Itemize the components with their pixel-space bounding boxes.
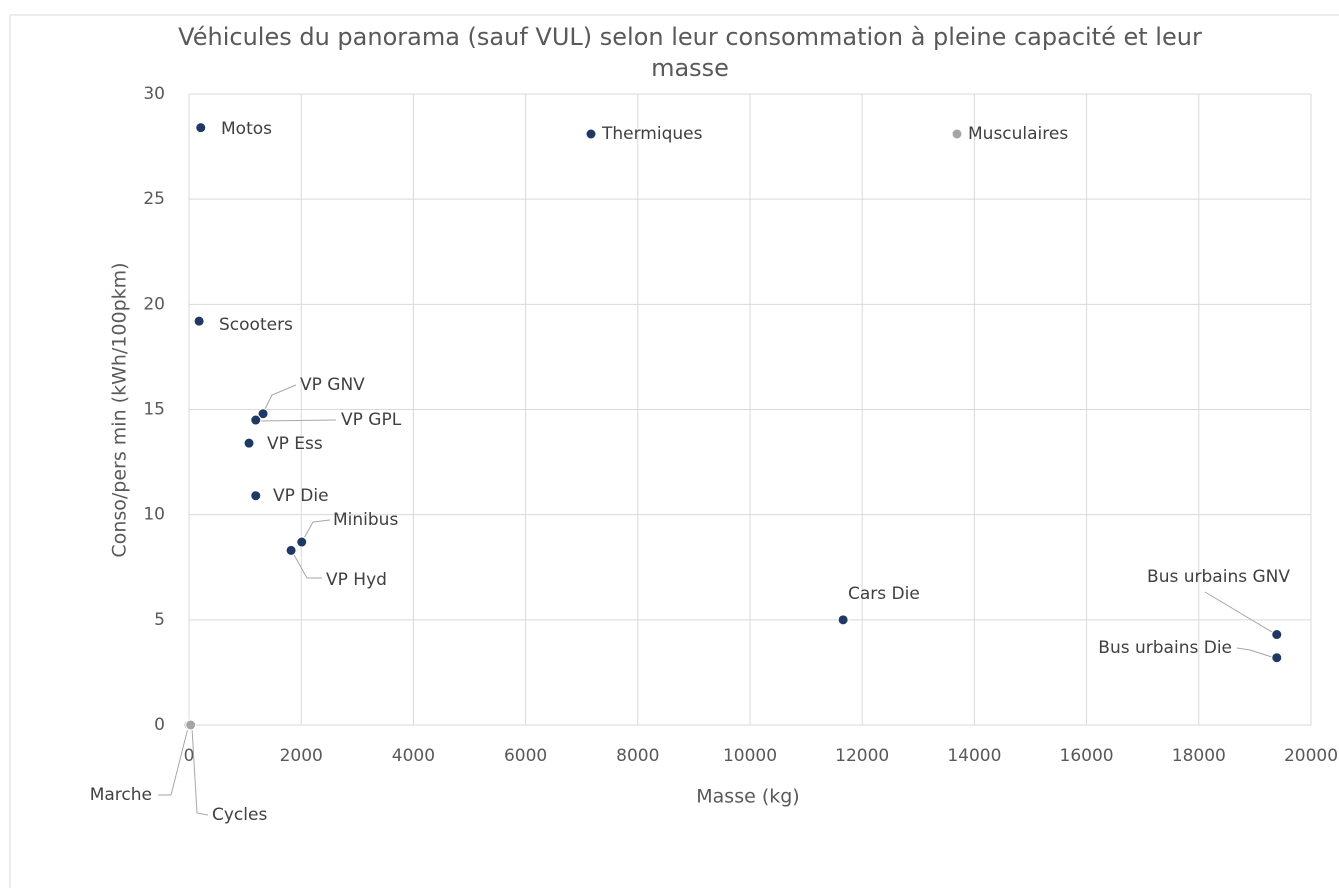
point	[285, 544, 297, 556]
point-label: Motos	[221, 119, 272, 139]
y-tick-label: 10	[143, 505, 165, 525]
x-tick-label: 10000	[723, 746, 777, 766]
point	[185, 719, 197, 731]
point	[1271, 629, 1283, 641]
x-tick-label: 18000	[1172, 746, 1226, 766]
x-axis-title: Masse (kg)	[696, 786, 799, 808]
leader-line	[1204, 591, 1273, 633]
point	[195, 122, 207, 134]
point-label: Cars Die	[848, 584, 920, 604]
leader-line	[1236, 647, 1273, 658]
y-tick-label: 5	[154, 610, 165, 630]
point	[837, 614, 849, 626]
point-label: Scooters	[219, 315, 293, 335]
point-label: Marche	[90, 785, 152, 805]
y-tick-label: 20	[143, 294, 165, 314]
point-label: VP Hyd	[326, 570, 387, 590]
point	[250, 414, 262, 426]
chart-title: Véhicules du panorama (sauf VUL) selon l…	[178, 23, 1202, 82]
x-tick-label: 14000	[947, 746, 1001, 766]
y-axis-title: Conso/pers min (kWh/100pkm)	[109, 262, 131, 557]
point	[243, 437, 255, 449]
point	[296, 536, 308, 548]
x-tick-label: 12000	[835, 746, 889, 766]
legend-label: Thermiques	[601, 124, 703, 144]
leader-line	[158, 727, 189, 796]
x-tick-label: 8000	[616, 746, 659, 766]
legend-label: Musculaires	[968, 124, 1068, 144]
point	[1271, 652, 1283, 664]
point-label: Cycles	[212, 805, 267, 825]
point	[193, 315, 205, 327]
leader-line	[262, 384, 297, 414]
point-label: Bus urbains GNV	[1147, 567, 1290, 587]
x-tick-label: 16000	[1060, 746, 1114, 766]
y-tick-label: 25	[143, 189, 165, 209]
x-tick-label: 6000	[504, 746, 547, 766]
point	[257, 408, 269, 420]
y-tick-label: 0	[154, 715, 165, 735]
point-label: VP Die	[273, 486, 329, 506]
point-label: Minibus	[333, 510, 398, 530]
x-tick-label: 2000	[280, 746, 323, 766]
y-tick-label: 15	[143, 400, 165, 420]
legend-marker	[951, 128, 963, 140]
leader-line	[302, 519, 331, 541]
point-label: VP Ess	[267, 434, 323, 454]
point-label: VP GNV	[300, 375, 365, 395]
x-tick-label: 20000	[1284, 746, 1338, 766]
point-label: Bus urbains Die	[1098, 638, 1232, 658]
leader-line	[191, 727, 209, 816]
x-tick-label: 4000	[392, 746, 435, 766]
x-tick-label: 0	[184, 746, 195, 766]
legend-marker	[585, 128, 597, 140]
leader-line	[257, 419, 337, 422]
point	[250, 490, 262, 502]
point-label: VP GPL	[341, 410, 402, 430]
y-tick-label: 30	[143, 84, 165, 104]
leader-line	[292, 552, 322, 579]
